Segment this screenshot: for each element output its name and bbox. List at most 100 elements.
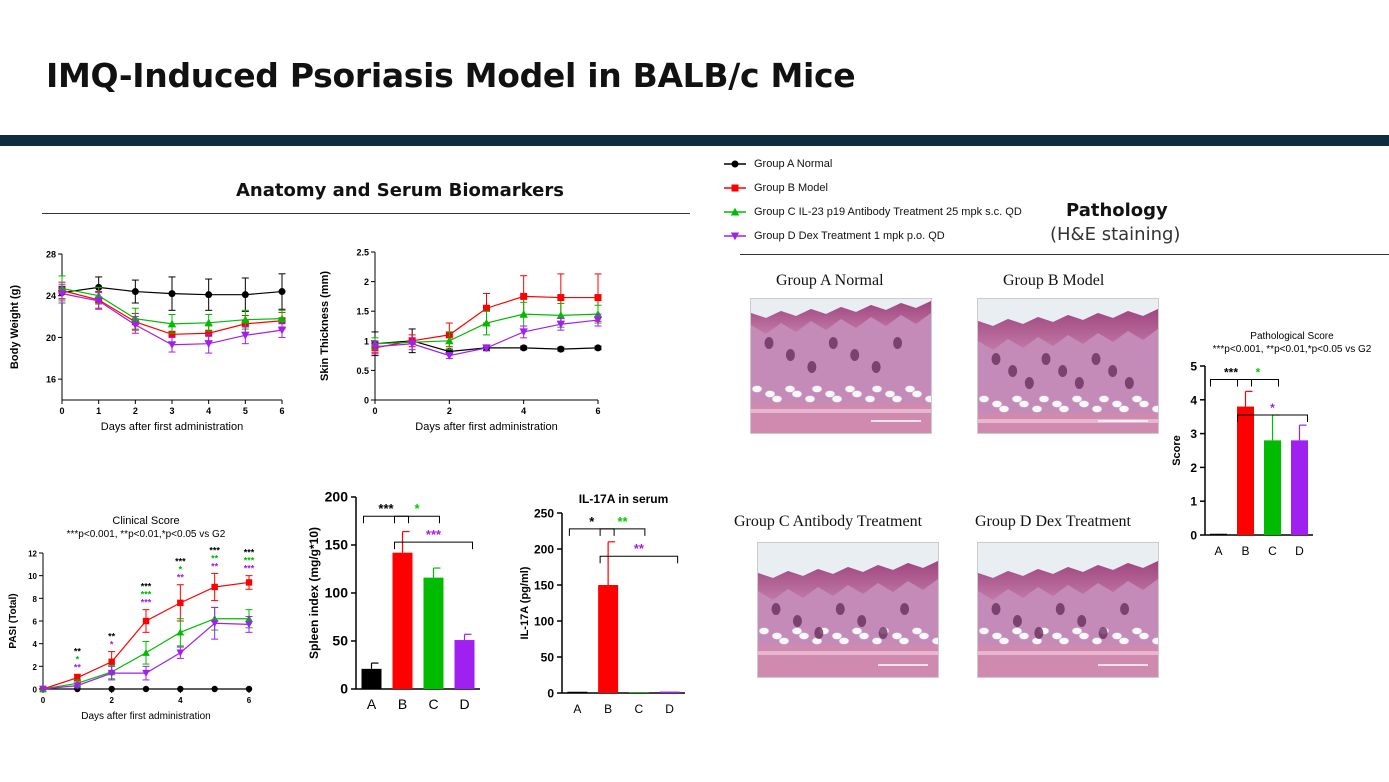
y-tick-label: 28: [46, 250, 56, 260]
x-tick-label: D: [459, 696, 469, 712]
data-point: [211, 583, 218, 591]
data-point: [94, 297, 103, 306]
y-tick-label: 6: [33, 618, 38, 627]
significance-bracket: **: [599, 514, 646, 536]
anatomy-divider: [42, 213, 690, 214]
data-point: [245, 579, 253, 586]
micrograph-b: [977, 298, 1159, 434]
significance-bracket: ***: [1210, 366, 1252, 387]
adipocyte: [771, 395, 783, 403]
adipocyte: [778, 637, 790, 645]
y-tick-label: 12: [28, 550, 37, 559]
y-tick-label: 50: [541, 651, 555, 665]
bracket-line: [599, 528, 646, 536]
y-tick-label: 4: [1190, 393, 1197, 407]
x-tick-label: 6: [595, 406, 600, 416]
significance-mark: *: [179, 565, 183, 575]
data-point: [519, 328, 528, 337]
data-point: [142, 669, 150, 677]
series-b: [39, 572, 253, 693]
data-point: [39, 685, 47, 693]
hair-follicle: [1024, 377, 1034, 389]
bracket-line: [599, 555, 679, 564]
adipocyte: [1018, 632, 1030, 640]
y-axis-label: Score: [1171, 435, 1183, 466]
legend-marker: [730, 232, 740, 241]
y-tick-label: 100: [534, 615, 554, 629]
hair-follicle: [1008, 365, 1018, 377]
legend-marker: [730, 207, 740, 216]
data-point: [57, 290, 67, 298]
y-tick-label: 24: [46, 291, 56, 301]
adipocyte: [991, 400, 1003, 408]
significance-mark: *: [76, 654, 80, 664]
significance-mark: ***: [244, 548, 255, 558]
hair-follicle: [785, 349, 795, 361]
significance-mark: *: [589, 514, 595, 529]
significance-mark: *: [110, 640, 114, 650]
y-tick-label: 50: [332, 633, 348, 649]
data-point: [142, 685, 150, 693]
data-point: [245, 621, 253, 629]
epidermis-layer: [751, 301, 931, 334]
data-point: [241, 291, 249, 299]
anatomy-section-title: Anatomy and Serum Biomarkers: [236, 180, 564, 201]
y-tick-label: 8: [33, 595, 38, 604]
data-point: [176, 628, 185, 636]
y-tick-label: 1: [364, 336, 369, 346]
y-tick-label: 3: [1190, 427, 1197, 441]
adipocyte: [1071, 395, 1083, 403]
y-tick-label: 150: [534, 579, 554, 593]
micrograph-label-a: Group A Normal: [776, 272, 884, 289]
dermis-tissue: [751, 301, 931, 433]
x-tick-label: 4: [206, 406, 211, 416]
adipocyte: [924, 395, 931, 403]
y-tick-label: 0: [33, 686, 38, 695]
significance-mark: **: [74, 646, 82, 656]
bar-b: [598, 585, 619, 693]
hair-follicle: [828, 337, 838, 349]
y-tick-label: 200: [325, 489, 349, 505]
x-tick-label: 0: [372, 406, 377, 416]
x-tick-label: 2: [447, 406, 452, 416]
epidermis-layer: [978, 561, 1158, 600]
muscle-layer: [978, 645, 1158, 677]
adipocyte: [891, 395, 903, 403]
hair-follicle: [1034, 627, 1044, 639]
series-a: [58, 273, 286, 312]
significance-bracket: ***: [394, 527, 473, 550]
adipocyte: [1118, 405, 1130, 413]
data-point: [176, 649, 185, 657]
x-tick-label: A: [367, 696, 377, 712]
hair-follicle: [1058, 365, 1068, 377]
adipocyte: [871, 385, 883, 393]
significance-mark: ***: [426, 527, 442, 542]
adipocyte: [1051, 400, 1063, 408]
chart-title: Pathological Score: [1250, 331, 1334, 342]
y-axis-label: Body Weight (g): [9, 285, 21, 369]
hair-follicle: [893, 337, 903, 349]
adipocyte: [904, 385, 916, 393]
adipocyte: [798, 632, 810, 640]
bracket-line: [394, 515, 440, 524]
data-point: [211, 685, 218, 693]
significance-bracket: *: [568, 514, 615, 536]
significance-bracket: ***: [363, 501, 409, 524]
x-tick-label: B: [604, 702, 612, 716]
data-point: [204, 318, 213, 327]
pathology-subtitle: (H&E staining): [1050, 224, 1181, 245]
x-tick-label: C: [1268, 544, 1277, 558]
significance-mark: ***: [141, 590, 152, 600]
y-tick-label: 2: [33, 663, 38, 672]
data-point: [520, 344, 528, 352]
y-tick-label: 0.5: [356, 366, 369, 376]
legend-item-b: Group B Model: [724, 180, 828, 196]
adipocyte: [998, 405, 1010, 413]
data-point: [594, 344, 602, 352]
bracket-line: [568, 528, 615, 536]
y-tick-label: 4: [33, 640, 38, 649]
micrograph-label-b: Group B Model: [1003, 272, 1105, 289]
significance-mark: ***: [141, 582, 152, 592]
adipocyte: [1018, 400, 1030, 408]
